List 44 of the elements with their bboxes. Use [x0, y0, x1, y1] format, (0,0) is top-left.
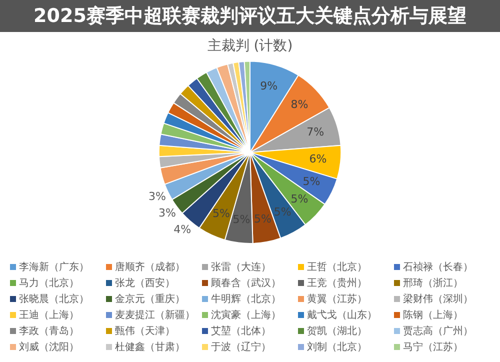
- legend-label: 刘制（北京）: [307, 340, 367, 354]
- legend-label: 王迪（上海）: [19, 308, 79, 322]
- legend-label: 唐顺齐（成都）: [115, 260, 185, 274]
- legend-label: 马宁（江苏）: [403, 340, 463, 354]
- legend-label: 石祯禄（长春）: [403, 260, 473, 274]
- data-label: 9%: [260, 80, 278, 93]
- legend-label: 梁财伟（深圳）: [403, 292, 473, 306]
- legend-label: 甄伟（天津）: [115, 324, 175, 338]
- legend-label: 张龙（西安）: [115, 276, 175, 290]
- legend-label: 沈寅豪（上海）: [211, 308, 281, 322]
- legend-label: 陈钢（上海）: [403, 308, 463, 322]
- legend-label: 黄翼（江苏）: [307, 292, 367, 306]
- data-label: 5%: [212, 207, 230, 220]
- chart-subtitle: 2025赛季中超联赛裁判评议五大关键点分析与展望: [0, 0, 500, 32]
- legend-label: 邢琦（浙江）: [403, 276, 463, 290]
- data-label: 3%: [158, 206, 176, 220]
- data-label: 5%: [274, 205, 292, 218]
- data-label: 6%: [309, 152, 327, 166]
- legend-label: 麦麦提江（新疆）: [115, 308, 195, 322]
- legend-label: 王竞（贵州）: [307, 276, 367, 290]
- legend-label: 金京元（重庆）: [115, 292, 185, 306]
- legend-label: 刘威（沈阳）: [19, 340, 79, 354]
- legend-label: 李海新（广东）: [19, 260, 89, 274]
- data-label: 7%: [306, 125, 324, 138]
- legend-label: 牛明辉（北京）: [211, 292, 281, 306]
- data-label: 4%: [174, 223, 192, 236]
- legend-label: 马力（北京）: [19, 276, 79, 290]
- legend-label: 戴弋戈（山东）: [307, 308, 377, 322]
- legend-label: 杜健鑫（甘肃）: [115, 340, 185, 354]
- legend-label: 张晓晨（北京）: [19, 292, 89, 306]
- chart-title: 主裁判 (计数): [207, 38, 293, 54]
- legend-label: 艾堃（北体）: [211, 324, 271, 338]
- data-label: 3%: [148, 190, 166, 204]
- legend-label: 王哲（北京）: [307, 260, 367, 274]
- data-label: 5%: [302, 175, 320, 188]
- legend-label: 贺凯（湖北）: [307, 324, 367, 338]
- legend-label: 于波（辽宁）: [211, 340, 271, 354]
- legend-label: 贾志高（广州）: [403, 324, 473, 338]
- legend-label: 张雷（大连）: [211, 260, 271, 274]
- legend-label: 顾春含（武汉）: [211, 276, 281, 290]
- data-label: 8%: [290, 98, 308, 112]
- data-label: 5%: [254, 212, 272, 226]
- data-label: 5%: [290, 192, 308, 206]
- legend-label: 李政（青岛）: [19, 324, 79, 338]
